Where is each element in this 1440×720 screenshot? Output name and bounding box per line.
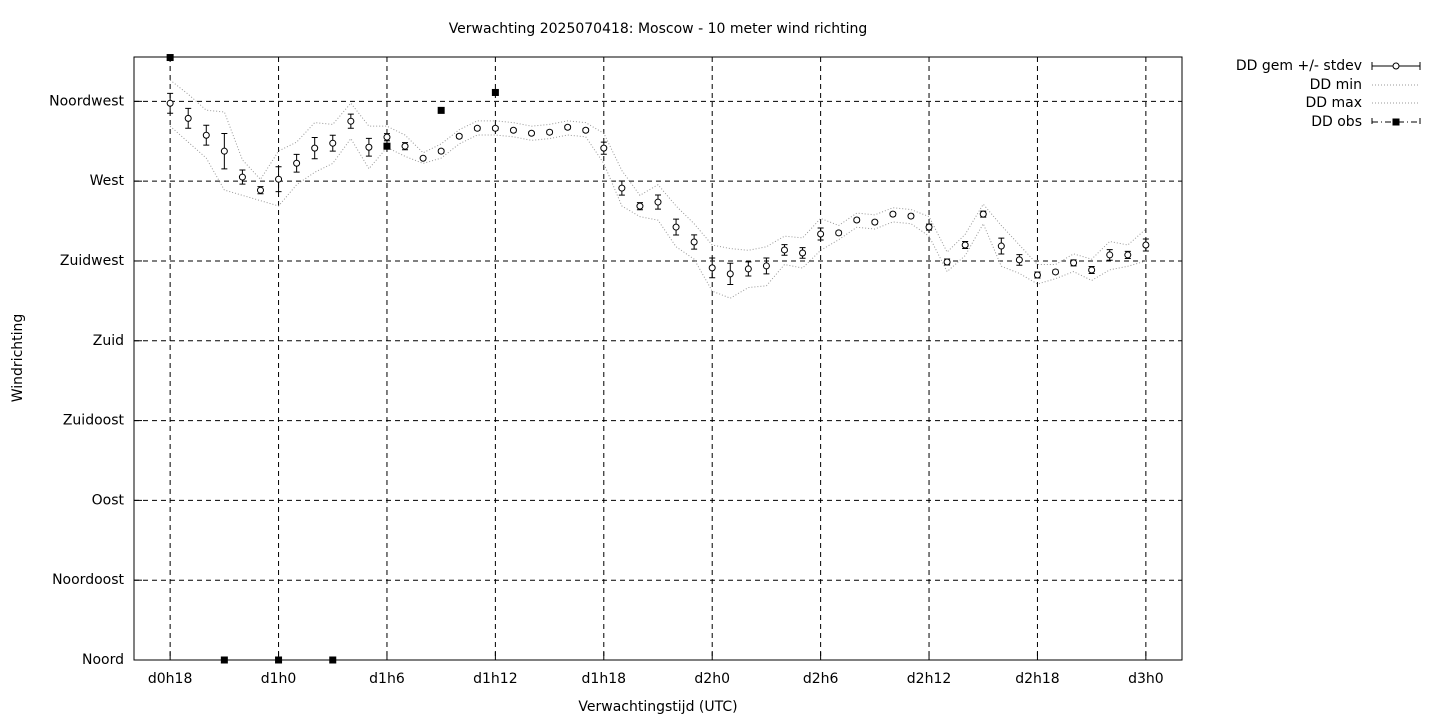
obs-point — [437, 106, 445, 114]
mean-point — [1088, 266, 1096, 274]
x-tick-label: d1h12 — [473, 671, 517, 687]
x-tick-label: d1h18 — [582, 671, 626, 687]
legend-label: DD gem +/- stdev — [1236, 58, 1362, 74]
mean-point — [329, 139, 337, 147]
mean-point — [275, 175, 283, 183]
mean-point — [473, 124, 481, 132]
mean-point — [762, 262, 770, 270]
mean-point — [799, 249, 807, 257]
mean-point — [401, 142, 409, 150]
chart-title: Verwachting 2025070418: Moscow - 10 mete… — [449, 21, 868, 37]
legend-label: DD min — [1310, 77, 1362, 93]
mean-point — [365, 143, 373, 151]
legend-label: DD max — [1305, 95, 1362, 111]
mean-point — [1070, 259, 1078, 267]
mean-point — [654, 198, 662, 206]
mean-point — [509, 126, 517, 134]
mean-point — [238, 173, 246, 181]
y-tick-label: Zuid — [93, 333, 124, 349]
obs-point — [275, 656, 283, 664]
mean-point — [871, 218, 879, 226]
legend-sample — [1371, 118, 1421, 126]
mean-point — [1015, 256, 1023, 264]
mean-point — [853, 216, 861, 224]
mean-point — [618, 184, 626, 192]
obs-point — [220, 656, 228, 664]
mean-point — [1052, 268, 1060, 276]
mean-point — [1106, 251, 1114, 259]
mean-point — [817, 230, 825, 238]
mean-point — [437, 147, 445, 155]
y-tick-label: Noordoost — [52, 572, 124, 588]
mean-point — [220, 147, 228, 155]
x-axis-label: Verwachtingstijd (UTC) — [578, 699, 737, 715]
mean-point — [744, 265, 752, 273]
legend-sample — [1392, 118, 1400, 126]
mean-point — [708, 264, 716, 272]
mean-point — [528, 129, 536, 137]
series-line — [169, 79, 1147, 266]
mean-point — [1124, 251, 1132, 259]
x-tick-label: d1h0 — [261, 671, 297, 687]
y-axis-label: Windrichting — [10, 314, 26, 403]
mean-point — [690, 238, 698, 246]
y-tick-label: West — [90, 173, 125, 189]
x-tick-label: d2h12 — [907, 671, 951, 687]
legend-label: DD obs — [1311, 114, 1362, 130]
mean-point — [780, 246, 788, 254]
mean-point — [546, 128, 554, 136]
mean-point — [293, 159, 301, 167]
mean-point — [582, 126, 590, 134]
y-tick-label: Zuidoost — [63, 413, 125, 429]
mean-point — [455, 132, 463, 140]
mean-point — [672, 223, 680, 231]
mean-point — [419, 154, 427, 162]
mean-point — [600, 144, 608, 152]
x-tick-label: d2h6 — [803, 671, 839, 687]
mean-point — [311, 144, 319, 152]
mean-point — [383, 133, 391, 141]
x-tick-label: d2h0 — [694, 671, 730, 687]
mean-point — [636, 202, 644, 210]
mean-point — [184, 114, 192, 122]
mean-point — [347, 117, 355, 125]
x-tick-label: d3h0 — [1128, 671, 1164, 687]
mean-point — [1033, 271, 1041, 279]
mean-point — [889, 210, 897, 218]
x-tick-label: d2h18 — [1015, 671, 1059, 687]
obs-point — [491, 88, 499, 96]
obs-point — [329, 656, 337, 664]
mean-point — [491, 124, 499, 132]
mean-point — [925, 223, 933, 231]
plot-frame — [133, 56, 1183, 661]
mean-point — [997, 242, 1005, 250]
mean-point — [564, 123, 572, 131]
mean-point — [726, 270, 734, 278]
mean-point — [943, 258, 951, 266]
legend-sample — [1392, 62, 1400, 70]
obs-point — [166, 54, 174, 62]
mean-point — [202, 131, 210, 139]
x-tick-label: d1h6 — [369, 671, 405, 687]
mean-point — [907, 212, 915, 220]
mean-point — [166, 99, 174, 107]
series-line — [169, 125, 1147, 299]
obs-point — [383, 142, 391, 150]
mean-point — [256, 186, 264, 194]
x-tick-label: d0h18 — [148, 671, 192, 687]
y-tick-label: Zuidwest — [60, 253, 125, 269]
y-tick-label: Noord — [82, 652, 124, 668]
mean-point — [835, 229, 843, 237]
y-tick-label: Noordwest — [49, 93, 124, 109]
y-tick-label: Oost — [92, 492, 125, 508]
mean-point — [979, 210, 987, 218]
mean-point — [1142, 241, 1150, 249]
mean-point — [961, 241, 969, 249]
